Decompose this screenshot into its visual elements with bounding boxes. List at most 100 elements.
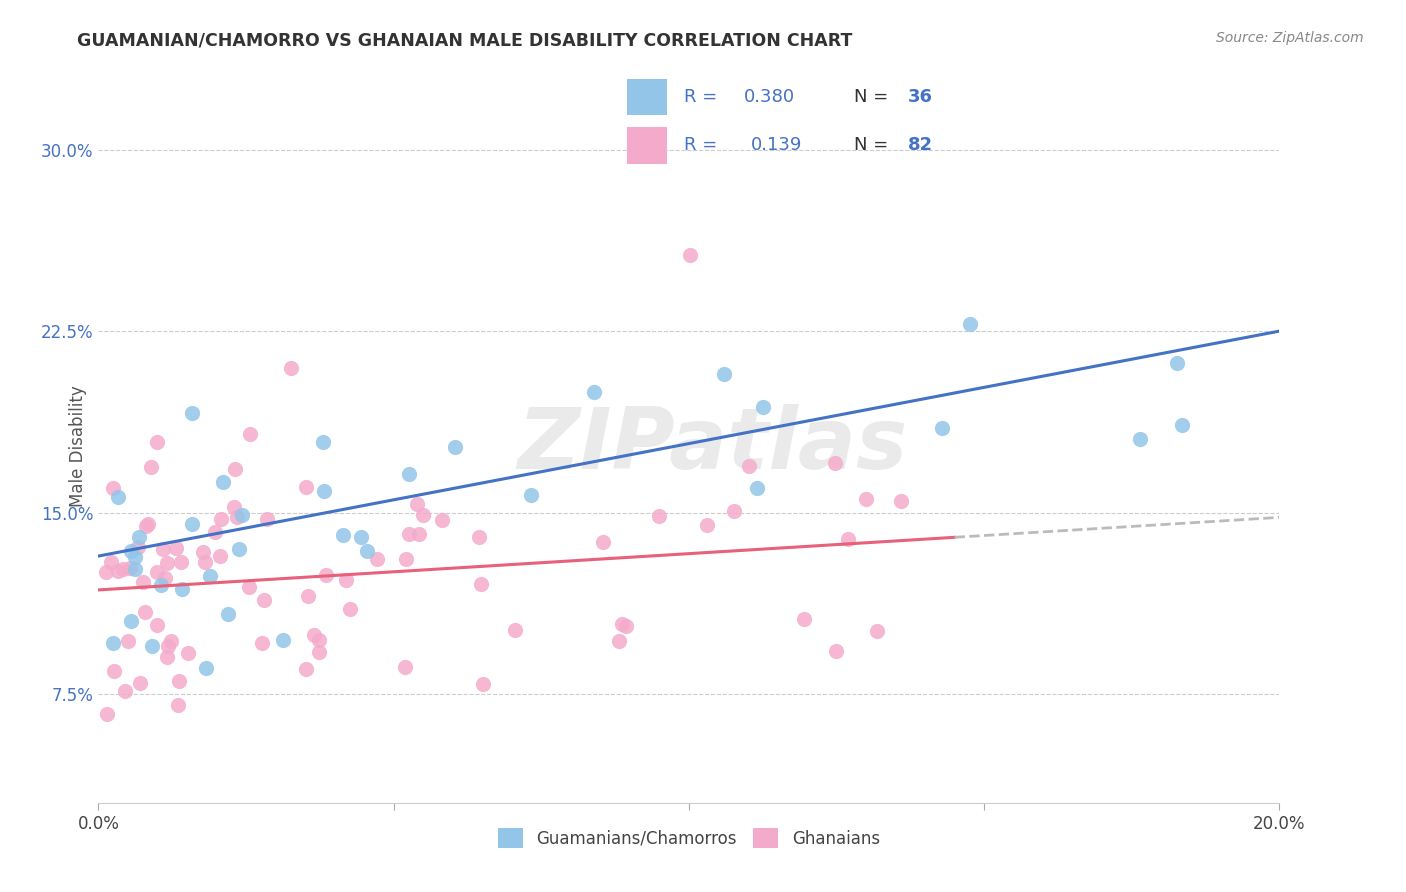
Point xyxy=(752,400,775,414)
Point xyxy=(520,487,543,501)
Point xyxy=(170,555,193,569)
Point xyxy=(302,628,325,642)
Point xyxy=(156,649,179,664)
Point xyxy=(238,580,260,594)
Point xyxy=(271,633,294,648)
Point xyxy=(1171,417,1194,432)
Point xyxy=(194,555,217,569)
FancyBboxPatch shape xyxy=(627,127,668,163)
Point xyxy=(294,662,316,676)
Point xyxy=(217,607,239,621)
Point xyxy=(308,645,330,659)
Point xyxy=(468,530,491,544)
Y-axis label: Male Disability: Male Disability xyxy=(69,385,87,507)
Point xyxy=(231,508,253,523)
Point xyxy=(398,526,420,541)
Point xyxy=(170,582,193,596)
Point xyxy=(180,517,202,532)
Point xyxy=(472,676,495,690)
Point xyxy=(107,490,129,504)
Point xyxy=(96,706,118,721)
Point xyxy=(1129,432,1152,446)
Point xyxy=(225,510,247,524)
Point xyxy=(614,619,637,633)
Point xyxy=(180,406,202,420)
Point xyxy=(107,564,129,578)
Point xyxy=(723,504,745,518)
Point xyxy=(169,673,191,688)
Point xyxy=(679,248,702,262)
Point xyxy=(136,516,159,531)
Point xyxy=(224,462,246,476)
Point xyxy=(101,636,124,650)
Point xyxy=(128,675,150,690)
Point xyxy=(120,543,142,558)
Point xyxy=(713,367,735,381)
Point xyxy=(312,434,335,449)
Point xyxy=(195,661,218,675)
Point xyxy=(335,574,357,588)
Point xyxy=(96,565,118,579)
Text: 0.380: 0.380 xyxy=(744,88,794,106)
Point xyxy=(610,617,633,632)
Point xyxy=(824,456,846,470)
Point xyxy=(132,574,155,589)
Point xyxy=(124,549,146,564)
Text: Source: ZipAtlas.com: Source: ZipAtlas.com xyxy=(1216,31,1364,45)
Point xyxy=(209,512,232,526)
Point xyxy=(252,593,274,607)
Text: GUAMANIAN/CHAMORRO VS GHANAIAN MALE DISABILITY CORRELATION CHART: GUAMANIAN/CHAMORRO VS GHANAIAN MALE DISA… xyxy=(77,31,852,49)
Text: R =: R = xyxy=(685,136,730,154)
Point xyxy=(256,511,278,525)
Legend: Guamanians/Chamorros, Ghanaians: Guamanians/Chamorros, Ghanaians xyxy=(491,822,887,855)
Point xyxy=(152,542,174,557)
Point xyxy=(193,544,215,558)
Point xyxy=(745,481,768,495)
Point xyxy=(332,528,354,542)
Point xyxy=(406,497,429,511)
Text: 82: 82 xyxy=(908,136,934,154)
Point xyxy=(315,568,337,582)
Point xyxy=(824,644,846,658)
Point xyxy=(160,633,183,648)
Point xyxy=(150,578,173,592)
Point xyxy=(103,664,125,678)
Text: N =: N = xyxy=(853,88,894,106)
Point xyxy=(228,541,250,556)
Point xyxy=(648,508,671,523)
Point xyxy=(350,530,373,544)
Point xyxy=(1166,356,1188,370)
Point xyxy=(120,561,142,575)
Point xyxy=(592,535,614,549)
Point xyxy=(412,508,434,522)
Point xyxy=(395,552,418,566)
Point xyxy=(837,533,859,547)
Point xyxy=(198,568,221,582)
Point xyxy=(312,484,335,499)
Text: 0.139: 0.139 xyxy=(751,136,803,154)
Point xyxy=(239,426,262,441)
Point xyxy=(208,549,231,563)
Point xyxy=(398,467,420,481)
Point xyxy=(696,517,718,532)
Point xyxy=(120,615,142,629)
Point xyxy=(503,623,526,637)
Point xyxy=(252,636,274,650)
Point xyxy=(166,698,188,712)
Point xyxy=(204,524,226,539)
Point xyxy=(139,459,162,474)
Point xyxy=(366,552,388,566)
Point xyxy=(135,519,157,533)
Point xyxy=(141,639,163,653)
Point xyxy=(114,683,136,698)
Text: R =: R = xyxy=(685,88,723,106)
Point xyxy=(157,640,180,654)
Point xyxy=(394,660,416,674)
Point xyxy=(738,459,761,474)
Point xyxy=(356,543,378,558)
Point xyxy=(280,360,302,375)
Point xyxy=(607,633,630,648)
Point xyxy=(134,605,156,619)
Point xyxy=(890,493,912,508)
Point xyxy=(212,475,235,490)
